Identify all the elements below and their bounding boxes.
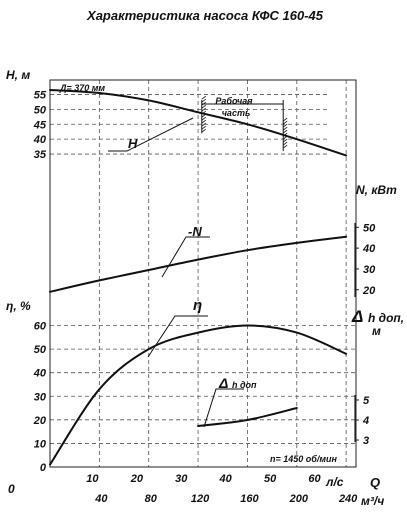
- eta-tick-label: 0: [40, 462, 47, 474]
- h-axis-label: H, м: [6, 68, 30, 82]
- dh-tick-label: 3: [363, 435, 369, 447]
- hatch-stroke: [201, 116, 207, 121]
- impeller-diameter: Д= 370 мм: [59, 83, 105, 93]
- hatch-stroke: [201, 101, 207, 106]
- q-ls-tick-label: 30: [175, 473, 188, 485]
- working-zone: Рабочая часть: [201, 95, 288, 152]
- dh-axis-label: h доп,: [368, 311, 404, 325]
- q-axis-label: Q: [370, 475, 380, 490]
- hatch-stroke: [201, 119, 207, 124]
- hatch-stroke: [282, 141, 288, 146]
- dh-leader: [203, 388, 244, 428]
- eta-leader: [147, 315, 208, 358]
- grid: [50, 80, 356, 467]
- hatch-stroke: [201, 110, 207, 115]
- n-tick-label: 30: [363, 264, 376, 276]
- dh-axis-delta: Δ: [351, 307, 363, 326]
- n-tick-label: 50: [363, 222, 376, 234]
- q-m3h-tick-label: 160: [240, 493, 259, 505]
- plot-frame: [49, 79, 357, 468]
- hatch-stroke: [282, 123, 288, 128]
- working-zone-hatch: [201, 95, 288, 149]
- chart-title: Характеристика насоса КФС 160-45: [86, 8, 324, 23]
- hatch-stroke: [201, 125, 207, 130]
- hatch-stroke: [282, 117, 288, 122]
- hatch-stroke: [201, 95, 207, 100]
- n-curve: [49, 235, 348, 293]
- curve-labels: H -N η Δ h доп: [108, 117, 257, 428]
- hatch-stroke: [282, 126, 288, 131]
- q-ls-tick-label: 40: [219, 473, 233, 485]
- q-ls-tick-label: 20: [130, 473, 144, 485]
- q-m3h-tick-label: 80: [145, 493, 158, 505]
- dh-curve: [197, 407, 298, 427]
- n-leader: [161, 236, 210, 278]
- q-m3h-tick-label: 120: [191, 493, 210, 505]
- n-axis-label: N, кВт: [356, 183, 397, 197]
- hatch-stroke: [282, 132, 288, 137]
- q-m3h-tick-label: 40: [94, 493, 108, 505]
- h-leader: [108, 117, 194, 152]
- n-tick-label: 20: [362, 285, 376, 297]
- eta-tick-label: 50: [34, 344, 47, 356]
- eta-tick-label: 20: [33, 415, 47, 427]
- hatch-stroke: [201, 128, 207, 133]
- working-zone-label: Рабочая: [215, 96, 253, 106]
- h-tick-label: 40: [33, 134, 47, 146]
- hatch-stroke: [282, 129, 288, 134]
- q-ls-tick-label: 10: [86, 473, 99, 485]
- q-unit-upper: л/с: [325, 475, 344, 489]
- q-m3h-tick-label: 240: [338, 493, 358, 505]
- eta-axis-label: η, %: [6, 299, 31, 313]
- h-tick-label: 45: [33, 119, 47, 131]
- curves: [49, 89, 348, 466]
- h-curve-label: H: [128, 136, 138, 151]
- hatch-stroke: [201, 98, 207, 103]
- eta-curve-label: η: [193, 297, 202, 314]
- eta-tick-label: 10: [34, 438, 47, 450]
- speed-label: n= 1450 об/мин: [270, 454, 338, 464]
- hatch-stroke: [201, 113, 207, 118]
- q-ls-tick-label: 50: [264, 473, 277, 485]
- hatch-stroke: [282, 138, 288, 143]
- q-unit-lower: м³/ч: [361, 494, 384, 508]
- working-zone-label-2: часть: [222, 108, 251, 118]
- eta-tick-label: 30: [34, 391, 47, 403]
- eta-curve: [49, 324, 348, 466]
- q-ls-tick-label: 60: [308, 473, 321, 485]
- h-tick-label: 50: [34, 104, 47, 116]
- dh-curve-label: h доп: [232, 380, 257, 390]
- n-tick-label: 40: [362, 243, 376, 255]
- h-curve: [49, 89, 348, 157]
- n-curve-label: -N: [188, 224, 202, 239]
- eta-tick-label: 60: [34, 321, 47, 333]
- hatch-stroke: [282, 135, 288, 140]
- eta-tick-label: 40: [33, 368, 47, 380]
- hatch-stroke: [282, 120, 288, 125]
- hatch-stroke: [282, 144, 288, 149]
- q-m3h-tick-label: 200: [289, 493, 309, 505]
- dh-tick-label: 5: [363, 395, 370, 407]
- h-tick-label: 35: [34, 149, 47, 161]
- dh-axis-unit: м: [372, 324, 381, 338]
- x-origin-label: 0: [8, 482, 15, 496]
- dh-curve-label-delta: Δ: [218, 375, 228, 391]
- hatch-stroke: [201, 107, 207, 112]
- hatch-stroke: [201, 122, 207, 127]
- dh-tick-label: 4: [362, 415, 369, 427]
- hatch-stroke: [201, 104, 207, 109]
- tick-labels: 55 50 45 40 35 60 50 40 30 20 10 0 50 40 30 20 5 4 3 10 20 30…: [33, 89, 376, 505]
- h-tick-label: 55: [34, 89, 47, 101]
